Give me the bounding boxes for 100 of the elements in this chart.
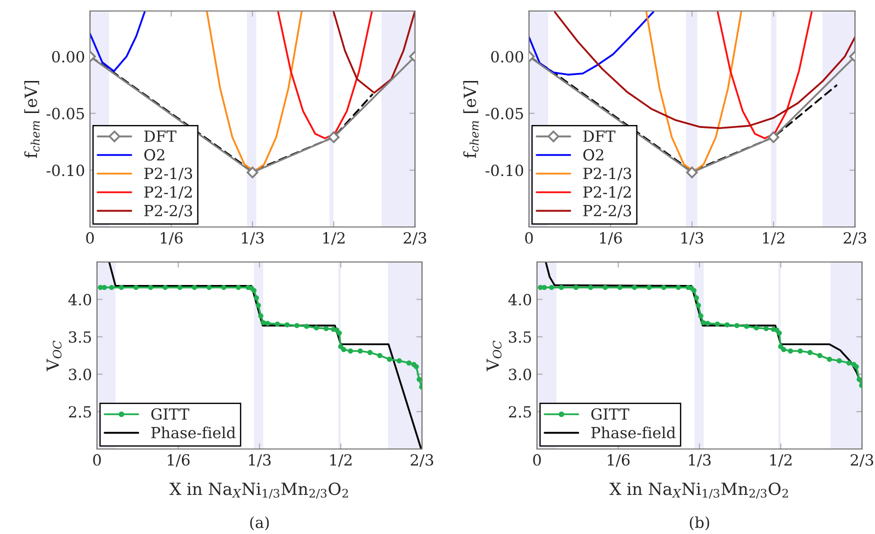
point (133, 284, 139, 290)
y-tick-label: 3.0 (69, 368, 92, 380)
y-tick-label: 0.00 (52, 50, 84, 62)
point (632, 284, 638, 290)
x-tick-label: 1/3 (682, 232, 704, 245)
point (646, 284, 652, 290)
point (754, 325, 759, 330)
text: (a) (250, 516, 269, 530)
point (265, 320, 270, 326)
y-tick-label: 2.5 (508, 406, 531, 418)
point (336, 330, 342, 336)
point (734, 322, 740, 328)
point (714, 321, 720, 327)
point (177, 284, 182, 290)
point (294, 322, 300, 328)
y-tick-label: -0.05 (486, 108, 523, 120)
line-series (332, 11, 415, 94)
y-tick-label: 3.5 (69, 331, 91, 343)
point (109, 284, 114, 290)
point (206, 284, 212, 290)
point (856, 376, 862, 382)
point (148, 284, 154, 290)
point (573, 284, 579, 290)
point (406, 360, 412, 366)
point (386, 356, 392, 362)
point (396, 358, 402, 364)
x-tick-label: 1/6 (608, 454, 630, 467)
legend-label: O2 (583, 149, 604, 161)
point (416, 376, 422, 382)
y-axis-title: f$_{chem}$ [eV] (24, 80, 40, 158)
point (304, 324, 310, 329)
legend-label: DFT (583, 130, 616, 142)
point (258, 313, 264, 318)
point (118, 284, 124, 290)
point (348, 348, 354, 354)
point (221, 284, 226, 290)
point (778, 344, 784, 350)
legend-label: Phase-field (151, 426, 236, 438)
point (798, 348, 803, 354)
legend-label: DFT (144, 130, 176, 142)
x-tick-label: 2/3 (850, 454, 874, 467)
point (254, 295, 260, 301)
point (558, 284, 564, 290)
x-tick-label: 1/6 (168, 454, 190, 467)
point (324, 326, 329, 332)
point (377, 352, 382, 358)
point (192, 284, 198, 290)
point (744, 324, 750, 329)
point (251, 288, 257, 294)
point (807, 350, 813, 356)
y-tick-label: -0.05 (46, 108, 84, 120)
x-tick-label: 1/2 (330, 454, 352, 467)
legend-label: P2-1/2 (583, 186, 631, 199)
x-axis-title: X in Na$_{X}$Ni$_{1/3}$Mn$_{2/3}$O$_{2}$ (170, 482, 348, 499)
x-tick-label: 2/3 (410, 454, 434, 467)
x-tick-label: 1/2 (770, 454, 792, 467)
point (694, 295, 700, 301)
point (314, 325, 319, 330)
y-axis-title: V$_{OC}$ (486, 340, 502, 372)
x-tick-label: 1/2 (323, 232, 345, 245)
point (102, 284, 107, 290)
point (776, 330, 782, 336)
legend-label: P2-2/3 (583, 204, 632, 218)
point (256, 302, 261, 308)
x-tick-label: 0 (93, 454, 101, 466)
point (367, 350, 373, 356)
legend-label: GITT (591, 408, 630, 420)
y-tick-label: 0.00 (491, 50, 524, 62)
y-tick-label: -0.10 (46, 164, 84, 176)
point (764, 326, 769, 332)
y-tick-label: 4.0 (508, 294, 532, 306)
point (724, 322, 730, 328)
point (700, 320, 706, 326)
point (602, 284, 608, 290)
point (260, 320, 266, 326)
x-tick-label: 1/6 (160, 232, 183, 245)
y-tick-label: 3.0 (509, 368, 532, 380)
point (854, 364, 859, 370)
line-series (90, 11, 146, 72)
x-tick-label: 2/3 (844, 232, 866, 245)
legend-label: GITT (151, 408, 190, 420)
point (846, 360, 852, 366)
point (414, 364, 419, 370)
x-tick-label: 0 (533, 454, 541, 466)
point (788, 348, 794, 354)
point (836, 358, 842, 364)
legend-label: P2-2/3 (144, 204, 192, 218)
point (826, 356, 832, 362)
point (549, 284, 554, 290)
y-axis-title: V$_{OC}$ (46, 340, 62, 372)
y-tick-label: 2.5 (68, 406, 91, 418)
point (358, 348, 363, 354)
text: (b) (690, 516, 710, 530)
point (617, 284, 622, 290)
point (338, 344, 344, 350)
x-tick-label: 1/3 (242, 232, 264, 245)
x-axis-title: X in Na$_{X}$Ni$_{1/3}$Mn$_{2/3}$O$_{2}$ (610, 482, 788, 499)
x-tick-label: 0 (86, 232, 94, 244)
x-tick-label: 1/3 (249, 454, 271, 467)
y-tick-label: -0.10 (486, 164, 524, 176)
